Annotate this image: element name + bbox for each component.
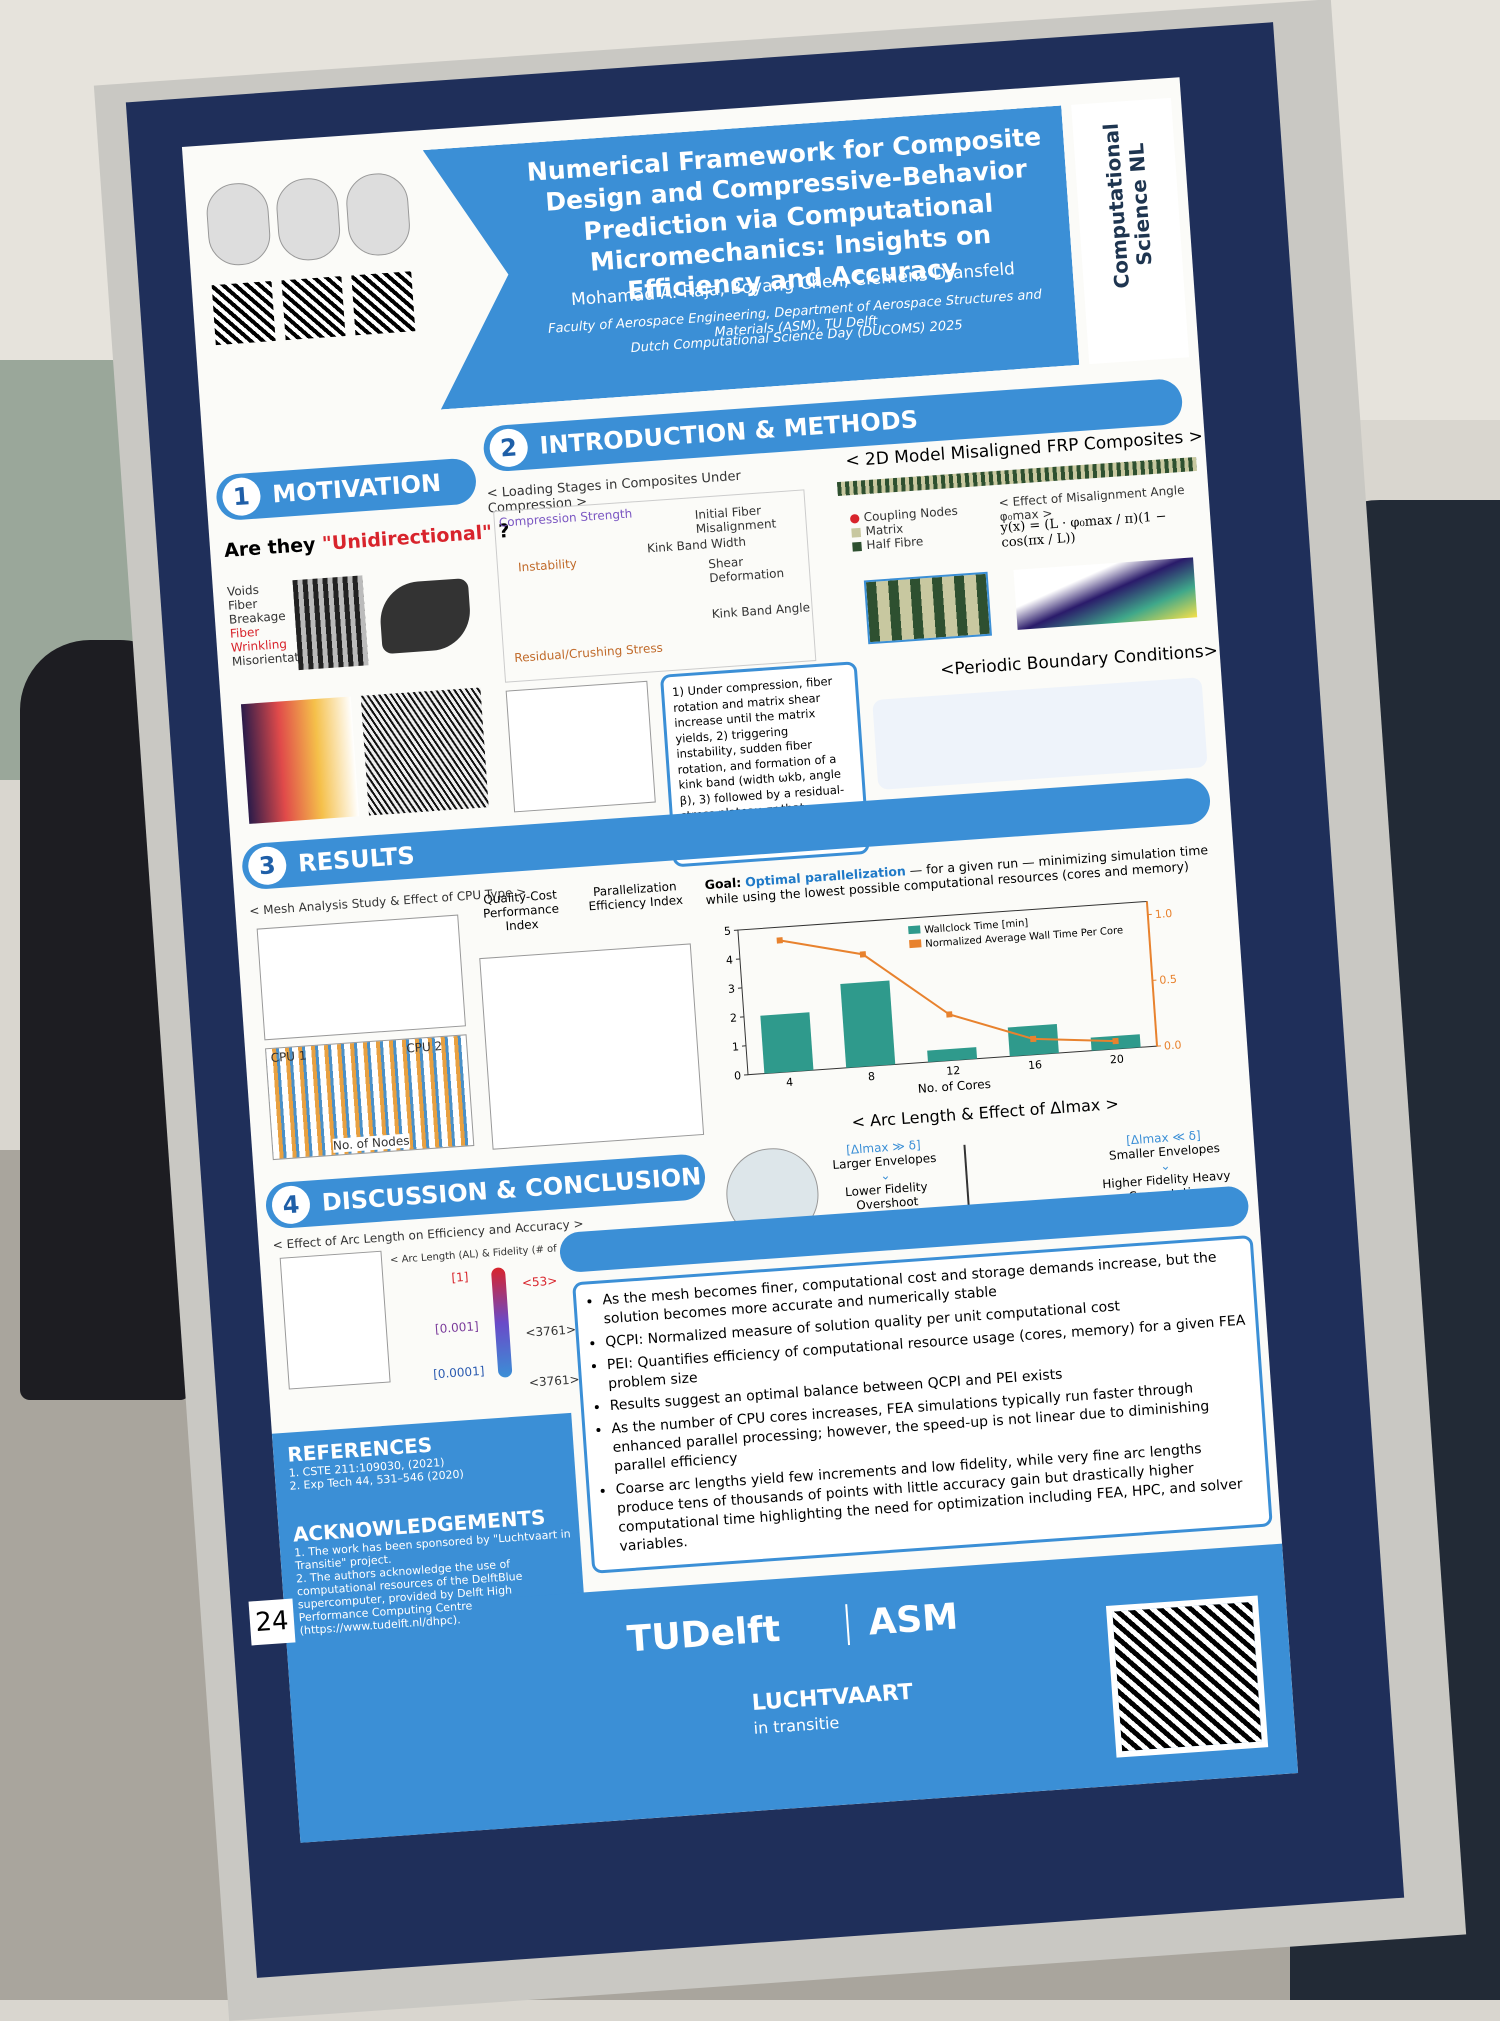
arc-large: [Δlmax ≫ δ] Larger Envelopes ⌄ Lower Fid… [823,1136,948,1214]
cpu-plot: CPU 1 CPU 2 No. of Nodes [265,1034,474,1160]
qr-code [1106,1595,1268,1757]
line-marker [1112,1038,1118,1044]
author-photo [344,171,412,257]
heatmap [241,697,359,824]
x-tick-label: 12 [946,1064,961,1078]
y2-tick-label: 0.0 [1164,1038,1182,1052]
fiber-image [361,687,489,815]
efficiency-plot [479,943,704,1149]
legend-swatch [908,925,921,934]
y2-tick-label: 0.5 [1159,973,1177,987]
title-band: Numerical Framework for Composite Design… [423,106,1080,410]
defect-label: Fiber Wrinkling [230,623,292,655]
bar [760,1012,813,1073]
y-tick-label: 3 [728,982,736,995]
panel-title: <Periodic Boundary Conditions> [940,641,1219,680]
y-tick-label: 2 [730,1011,738,1024]
fidelity-label: [0.0001] [433,1364,485,1382]
bar [840,981,895,1068]
diagram-label: Shear Deformation [708,550,810,585]
fidelity-label: [0.001] [435,1319,480,1336]
conclusion-box: As the mesh becomes finer, computational… [572,1235,1273,1573]
motivation-question: Are they "Unidirectional" ? [223,520,510,562]
defect-label: Misorientation [231,651,292,669]
qr-code [351,271,415,335]
section-number: 1 [221,476,262,517]
diagram-label: Residual/Crushing Stress [514,641,663,665]
legend: ● Coupling Nodes ■ Matrix ■ Half Fibre [849,504,960,553]
section-number: 2 [488,428,529,469]
bullet-list: As the mesh becomes finer, computational… [584,1247,1261,1558]
x-tick-label: 8 [868,1070,876,1083]
legend-swatch [909,939,922,948]
defect-labels: Voids Fiber Breakage Fiber Wrinkling Mis… [227,581,293,669]
section-heading: MOTIVATION [271,469,442,509]
arc-plot [280,1251,391,1390]
fidelity-label: <3761> [528,1372,580,1389]
section-number: 4 [271,1185,312,1226]
logo-asm: ASM [845,1596,959,1645]
cpu-label: CPU 2 [406,1039,443,1055]
poster: Numerical Framework for Composite Design… [182,77,1298,1843]
board-number: 24 [249,1599,296,1646]
micrograph [292,575,368,670]
line-marker [860,951,866,957]
legend-label: Half Fibre [866,534,924,552]
mesh-plot [257,915,466,1041]
model-zoom [864,572,992,644]
logo-box: Computational Science NL [1071,98,1189,364]
index-title: Quality-Cost Performance Index [470,887,573,936]
misalignment-plot [506,681,656,813]
bar [927,1047,977,1062]
line-marker [946,1011,952,1017]
qr-code [212,281,276,345]
y-tick-label: 4 [726,954,734,967]
misalignment-map [1013,557,1197,629]
y-tick-label: 5 [724,925,732,938]
x-axis-label: No. of Cores [917,1077,991,1096]
y2-tick-label: 1.0 [1154,907,1172,921]
pbc-diagram [872,677,1207,790]
question-highlight: "Unidirectional" [321,521,493,555]
x-tick-label: 20 [1109,1052,1124,1066]
fidelity-bar [491,1267,513,1378]
diagram-label: Compression Strength [498,506,632,529]
diagram-label: Instability [518,556,578,574]
loading-diagram: Compression Strength Instability Residua… [493,489,816,682]
diagram-label: Kink Band Angle [711,600,810,621]
y-tick-label: 1 [732,1040,740,1053]
section-heading: RESULTS [297,841,415,877]
y2-axis [1147,901,1157,1046]
question-text: Are they [223,533,322,562]
section-number: 3 [247,845,288,886]
line-marker [777,937,783,943]
fidelity-label: [1] [451,1270,469,1285]
specimen-image [378,578,473,654]
x-tick-label: 16 [1028,1058,1043,1072]
author-photo [205,181,273,267]
section-heading: DISCUSSION & CONCLUSION [321,1162,702,1216]
y-tick-label: 0 [734,1069,742,1082]
x-tick-label: 4 [786,1076,794,1089]
defect-label: Fiber Breakage [228,595,290,627]
author-photo [274,176,342,262]
qr-code [281,276,345,340]
fidelity-label: <53> [522,1274,558,1290]
acknowledgements: ACKNOWLEDGEMENTS 1. The work has been sp… [292,1503,579,1637]
section-bar: 1 MOTIVATION [215,457,478,521]
cpu-label: CPU 1 [270,1048,307,1064]
index-title: Parallelization Efficiency Index [579,878,691,914]
axis-label: No. of Nodes [332,1134,409,1153]
logo-text: Computational Science NL [1096,84,1161,327]
line-marker [1030,1036,1036,1042]
diagram-label: Initial Fiber Misalignment [694,500,806,536]
fidelity-label: <3761> [525,1322,577,1339]
diagram-label: Kink Band Width [647,535,747,556]
